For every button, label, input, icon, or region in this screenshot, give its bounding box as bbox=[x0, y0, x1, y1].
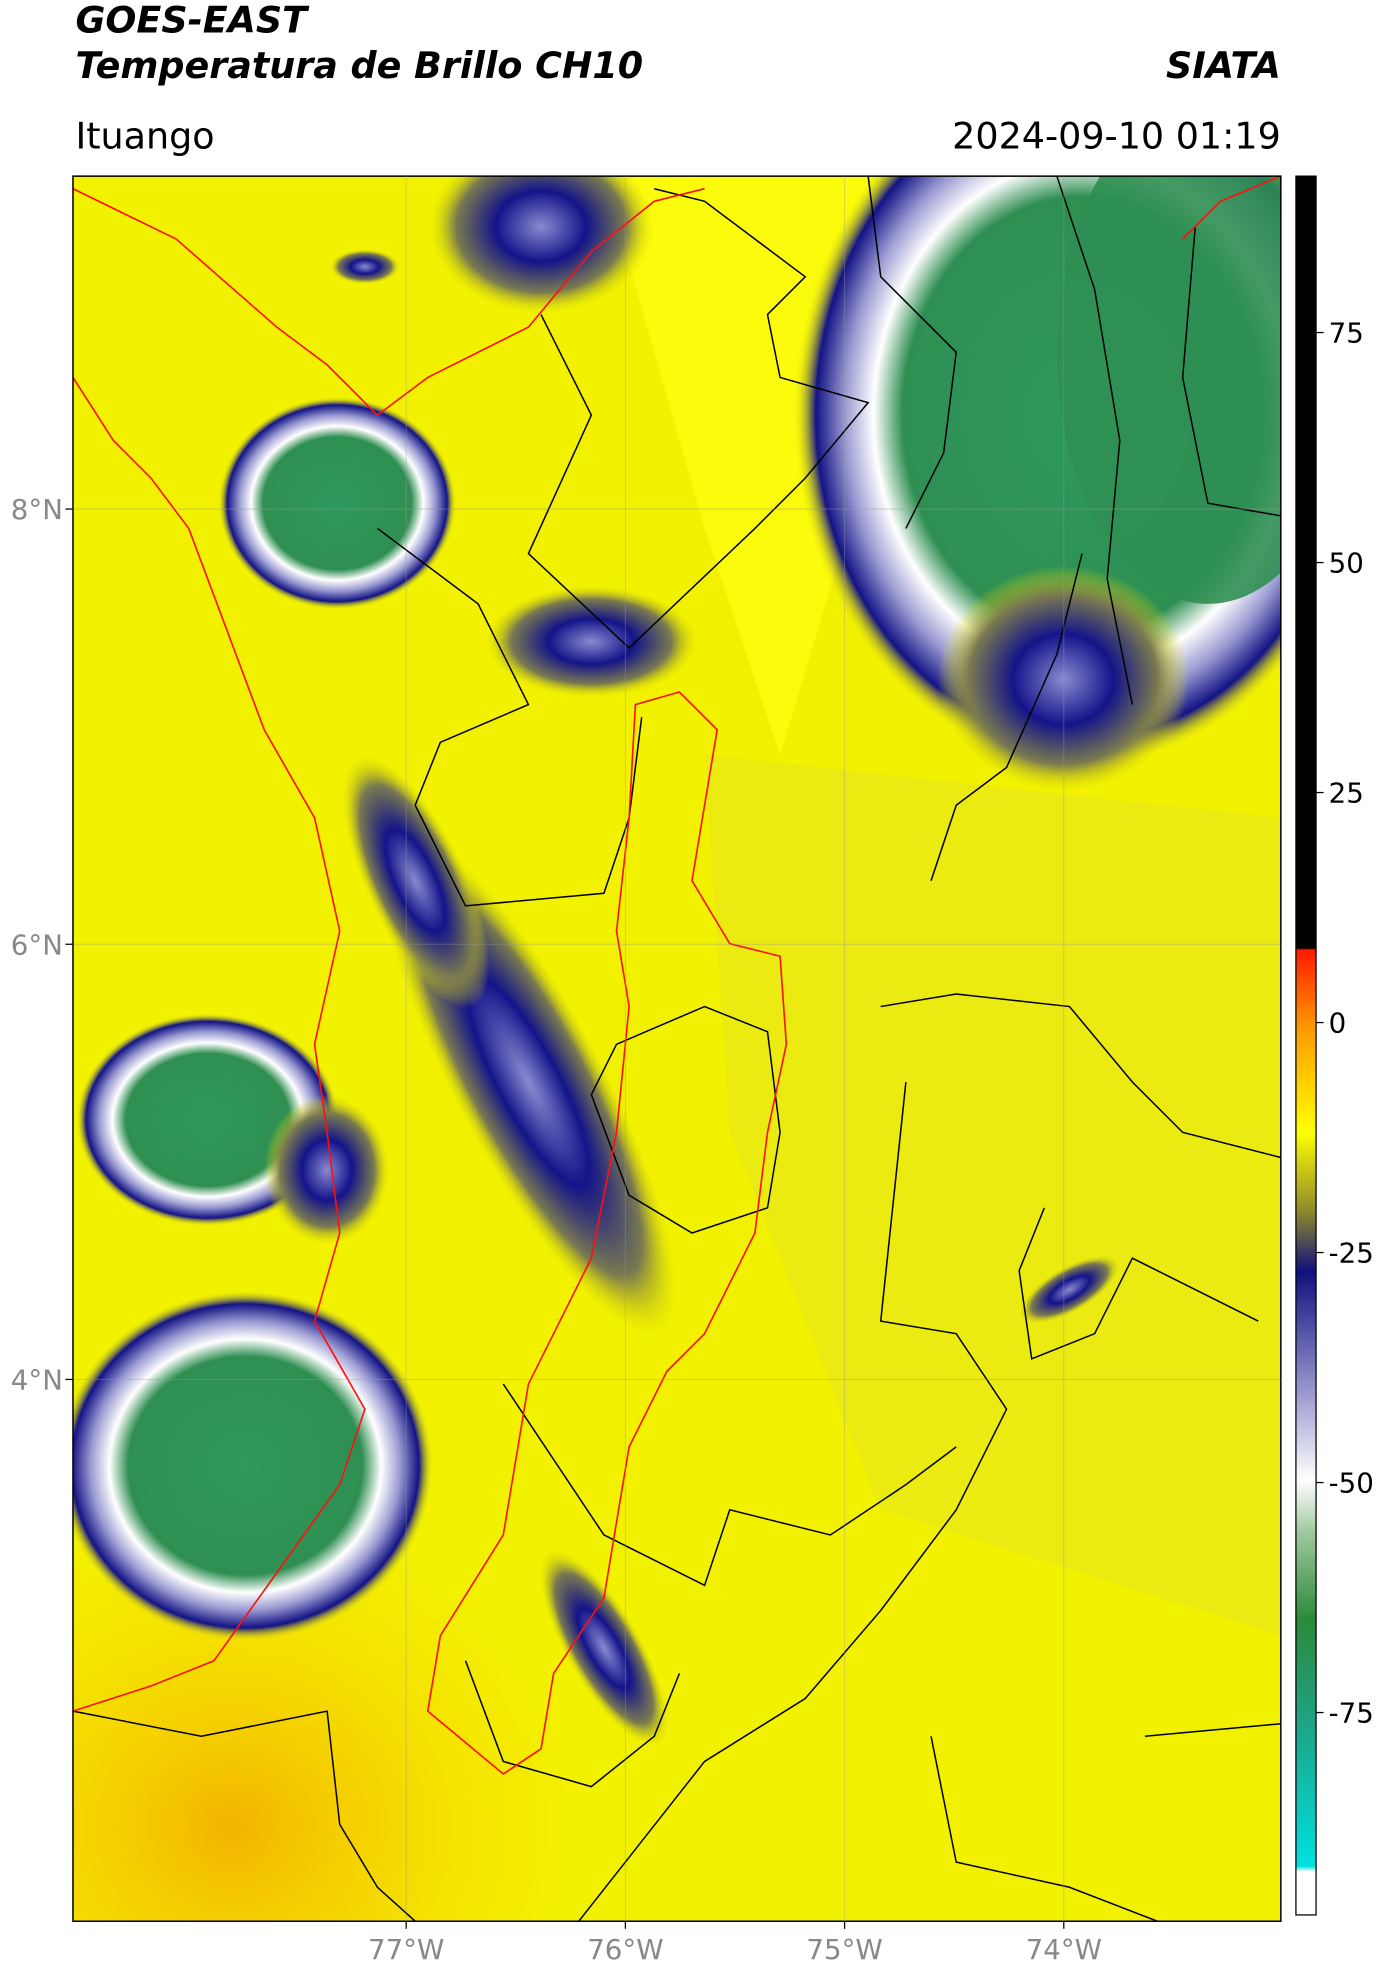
cloud-band bbox=[341, 753, 490, 1008]
cloud-cell bbox=[264, 1094, 391, 1246]
graticule: 77°W 76°W 75°W 74°W 8°N 6°N 4°N bbox=[11, 176, 1281, 1966]
map-frame bbox=[72, 175, 1282, 1922]
country-boundaries bbox=[72, 176, 1281, 1776]
convective-cloud bbox=[72, 1289, 435, 1642]
convective-cloud bbox=[1056, 176, 1281, 604]
x-tick-label: 74°W bbox=[1026, 1933, 1102, 1966]
admin-boundaries bbox=[72, 176, 1281, 1922]
location: Ituango bbox=[75, 114, 214, 157]
colorbar-tick-label: -75 bbox=[1329, 1697, 1374, 1730]
colorbar-ticks: 75 50 25 0 -25 -50 -75 bbox=[1316, 317, 1374, 1730]
cloud-cell bbox=[427, 176, 655, 315]
colorbar-tick-label: -25 bbox=[1329, 1237, 1374, 1270]
cloud-cell bbox=[484, 585, 699, 699]
colorbar-tick-label: 50 bbox=[1329, 547, 1364, 580]
cloud-band bbox=[937, 566, 1189, 793]
map-image bbox=[72, 176, 1281, 1922]
x-tick-label: 76°W bbox=[587, 1933, 663, 1966]
y-tick-label: 6°N bbox=[11, 928, 63, 961]
title: GOES-EAST bbox=[75, 0, 310, 42]
x-tick-label: 77°W bbox=[368, 1933, 444, 1966]
timestamp: 2024-09-10 01:19 bbox=[952, 114, 1281, 157]
colorbar bbox=[1295, 175, 1317, 1916]
cloud-cell bbox=[329, 249, 401, 285]
subtitle: Temperatura de Brillo CH10 bbox=[75, 44, 643, 87]
haze bbox=[704, 754, 1281, 1636]
y-tick-label: 8°N bbox=[11, 493, 63, 526]
colorbar-tick-label: 0 bbox=[1329, 1007, 1347, 1040]
cloud-band bbox=[538, 1548, 670, 1749]
y-tick-label: 4°N bbox=[11, 1363, 63, 1396]
source: SIATA bbox=[1166, 44, 1281, 87]
cloud-cell bbox=[1019, 1255, 1120, 1325]
x-tick-label: 75°W bbox=[806, 1933, 882, 1966]
colorbar-tick-label: -50 bbox=[1329, 1467, 1374, 1500]
convective-cloud bbox=[217, 396, 457, 611]
colorbar-tick-label: 75 bbox=[1329, 317, 1364, 350]
colorbar-tick-label: 25 bbox=[1329, 777, 1364, 810]
